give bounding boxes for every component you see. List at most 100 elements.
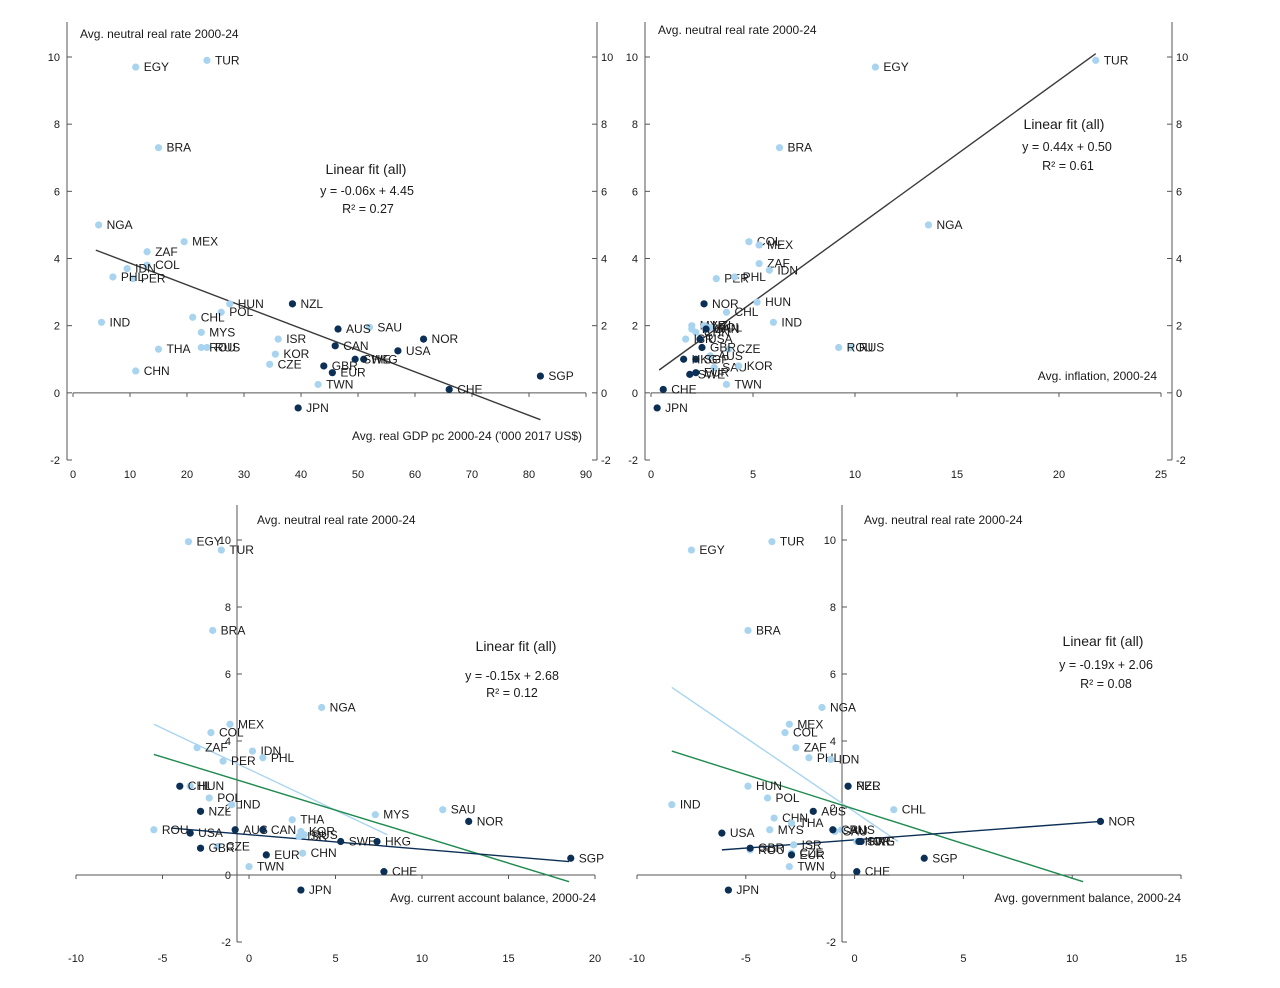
point-label: ISR bbox=[694, 332, 714, 346]
data-point bbox=[320, 362, 328, 370]
point-label: NGA bbox=[330, 701, 356, 715]
data-point bbox=[755, 259, 763, 268]
point-label: CHN bbox=[144, 364, 170, 378]
x-tick-label: 5 bbox=[750, 469, 756, 481]
point-label: IND bbox=[240, 798, 261, 812]
point-label: KOR bbox=[283, 347, 309, 361]
point-label: NZL bbox=[300, 297, 323, 311]
data-point bbox=[724, 345, 733, 353]
point-label: SWE bbox=[363, 352, 390, 366]
data-point bbox=[294, 404, 302, 412]
x-tick-label: 5 bbox=[960, 953, 966, 965]
data-point bbox=[380, 868, 388, 876]
x-tick-label: 80 bbox=[523, 469, 535, 481]
data-point bbox=[722, 380, 731, 389]
x-tick-label: -5 bbox=[741, 953, 751, 965]
y-tick-label: 4 bbox=[632, 254, 638, 266]
data-point bbox=[193, 744, 201, 752]
fit-title: Linear fit (all) bbox=[476, 638, 557, 654]
data-point bbox=[297, 886, 305, 894]
data-point bbox=[209, 626, 217, 635]
data-point bbox=[770, 814, 778, 822]
fit-line-all_green bbox=[153, 753, 570, 883]
point-label: IDN bbox=[135, 262, 156, 276]
data-point bbox=[217, 546, 225, 554]
x-tick-label: 0 bbox=[852, 953, 858, 965]
data-point bbox=[176, 782, 184, 790]
data-point bbox=[274, 335, 282, 343]
point-label: KOR bbox=[309, 824, 335, 838]
point-label: SGP bbox=[579, 851, 604, 865]
data-point bbox=[288, 300, 297, 308]
data-point bbox=[196, 844, 205, 852]
y-tick-label: 2 bbox=[54, 321, 60, 333]
x-tick-label: 20 bbox=[1053, 469, 1065, 481]
data-point bbox=[785, 720, 793, 728]
point-label: TUR bbox=[229, 543, 254, 557]
data-point bbox=[132, 367, 140, 375]
y-tick-label: 0 bbox=[830, 870, 836, 882]
data-point bbox=[123, 264, 131, 273]
point-label: COL bbox=[219, 726, 244, 740]
point-label: ZAF bbox=[767, 257, 790, 271]
data-point bbox=[688, 325, 696, 333]
data-point bbox=[331, 342, 339, 350]
data-point bbox=[835, 343, 843, 352]
point-label: HKG bbox=[869, 835, 895, 849]
y-tick-label-right: 8 bbox=[1176, 119, 1182, 131]
point-label: NOR bbox=[712, 297, 739, 311]
data-point bbox=[226, 720, 234, 728]
point-label: EGY bbox=[699, 543, 724, 557]
point-label: THA bbox=[799, 816, 823, 830]
data-point bbox=[809, 807, 817, 815]
y-axis-title: Avg. neutral real rate 2000-24 bbox=[864, 513, 1023, 527]
data-point bbox=[419, 335, 428, 343]
y-tick-label: 4 bbox=[225, 736, 231, 748]
point-label: CZE bbox=[278, 357, 302, 371]
point-label: AUS bbox=[718, 349, 743, 363]
point-label: EUR bbox=[799, 848, 825, 862]
point-label: TUR bbox=[1104, 53, 1129, 67]
point-label: SWE bbox=[349, 835, 376, 849]
data-point bbox=[755, 241, 763, 249]
point-label: POL bbox=[718, 320, 742, 334]
point-label: PHL bbox=[743, 270, 767, 284]
point-label: ISR bbox=[802, 838, 822, 852]
data-point bbox=[853, 868, 861, 876]
point-label: SGP bbox=[932, 851, 957, 865]
y-tick-label: 0 bbox=[54, 388, 60, 400]
point-label: IND bbox=[781, 315, 802, 329]
point-label: BRA bbox=[788, 141, 813, 155]
point-label: ZAF bbox=[804, 741, 827, 755]
data-point bbox=[197, 328, 205, 336]
data-point bbox=[682, 335, 690, 343]
data-point bbox=[686, 370, 694, 378]
point-label: USA bbox=[708, 332, 733, 346]
fit-r-squared: R² = 0.12 bbox=[486, 686, 538, 700]
x-tick-label: 15 bbox=[502, 953, 514, 965]
fit-line-advanced bbox=[171, 827, 570, 863]
fit-line-all bbox=[95, 249, 541, 421]
point-label: CAN bbox=[343, 339, 368, 353]
y-tick-label: 8 bbox=[632, 119, 638, 131]
point-label: CAN bbox=[714, 322, 739, 336]
x-tick-label: 50 bbox=[352, 469, 364, 481]
data-point bbox=[231, 826, 239, 834]
point-label: AUS bbox=[346, 322, 371, 336]
x-axis-title: Avg. current account balance, 2000-24 bbox=[390, 891, 596, 905]
point-label: MYS bbox=[383, 808, 409, 822]
data-point bbox=[731, 273, 739, 281]
point-label: MEX bbox=[238, 717, 264, 731]
y-tick-label: 6 bbox=[830, 669, 836, 681]
point-label: POL bbox=[217, 791, 241, 805]
point-label: COL bbox=[757, 235, 782, 249]
data-point bbox=[394, 347, 402, 355]
data-point bbox=[712, 275, 720, 283]
x-tick-label: 15 bbox=[1175, 953, 1187, 965]
point-label: JPN bbox=[736, 883, 759, 897]
data-point bbox=[288, 816, 296, 824]
point-label: NOR bbox=[1108, 814, 1135, 828]
data-point bbox=[920, 854, 928, 862]
